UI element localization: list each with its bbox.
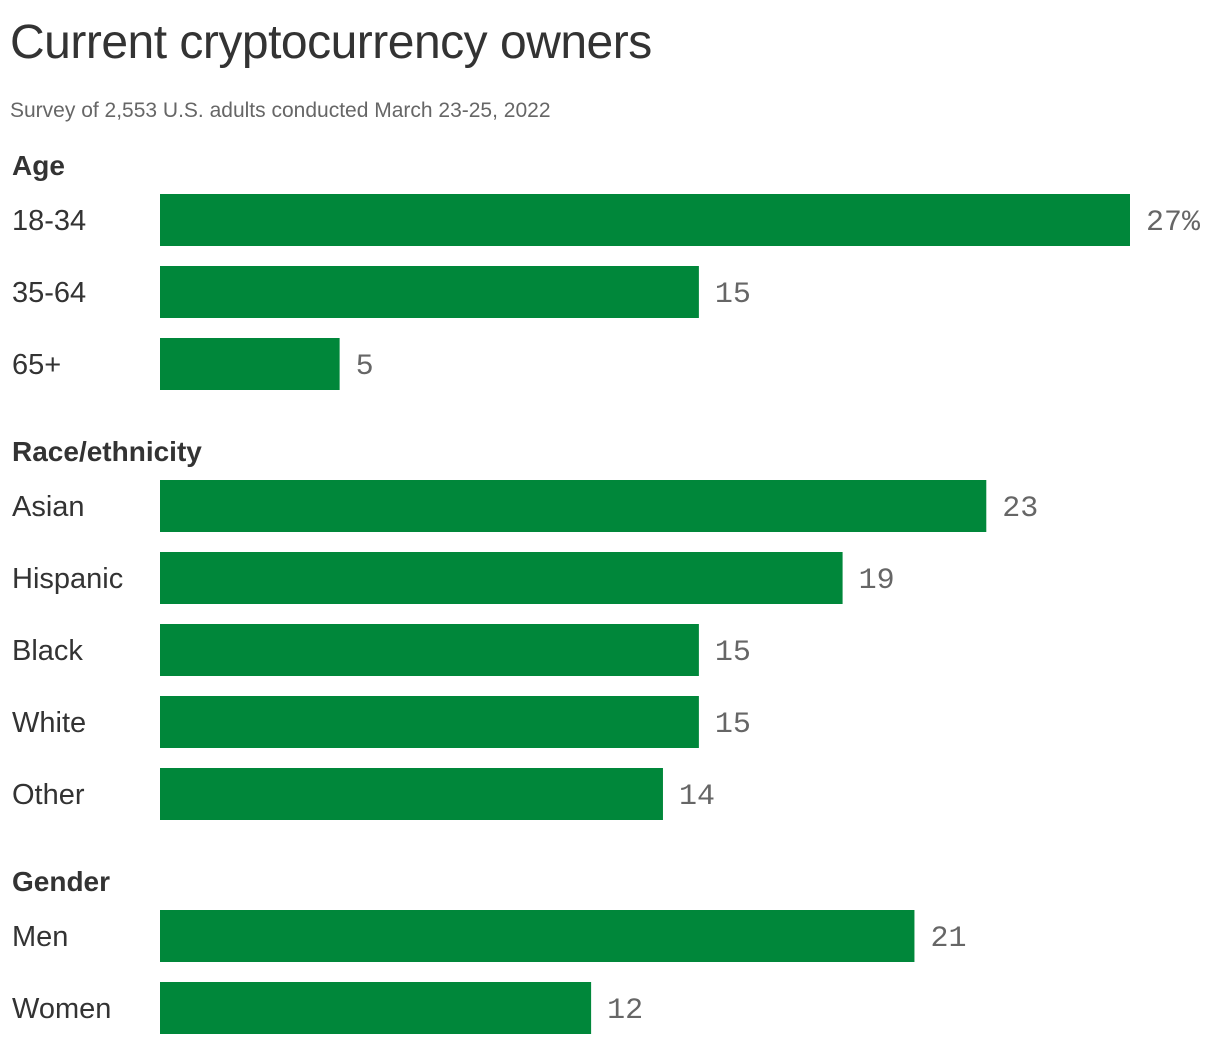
category-label-black: Black [12, 635, 83, 667]
value-label-65: 5 [356, 350, 374, 384]
bar-18-34 [160, 194, 1130, 246]
value-label-18-34: 27% [1146, 206, 1201, 240]
group-header: Gender [12, 866, 110, 897]
category-label-asian: Asian [12, 491, 85, 523]
category-label-35-64: 35-64 [12, 277, 86, 309]
bar-hispanic [160, 552, 843, 604]
value-label-other: 14 [679, 780, 715, 814]
value-label-men: 21 [930, 922, 966, 956]
bar-35-64 [160, 266, 699, 318]
group-gender: Gender Men 21 Women 12 [12, 866, 966, 1034]
category-label-65: 65+ [12, 349, 61, 381]
value-label-hispanic: 19 [859, 564, 895, 598]
bar-asian [160, 480, 987, 532]
category-label-white: White [12, 707, 86, 739]
bar-women [160, 982, 592, 1034]
value-label-white: 15 [715, 708, 751, 742]
value-label-women: 12 [607, 994, 643, 1028]
bar-black [160, 624, 699, 676]
group-age: Age 18-34 27% 35-64 15 65+ 5 [12, 150, 1201, 390]
bar-other [160, 768, 663, 820]
bar-men [160, 910, 915, 962]
group-header: Age [12, 150, 65, 181]
value-label-35-64: 15 [715, 278, 751, 312]
group-header: Race/ethnicity [12, 436, 202, 467]
value-label-asian: 23 [1002, 492, 1038, 526]
category-label-hispanic: Hispanic [12, 563, 123, 595]
chart-title: Current cryptocurrency owners [10, 16, 652, 69]
bar-65 [160, 338, 340, 390]
category-label-men: Men [12, 921, 68, 953]
bar-white [160, 696, 699, 748]
category-label-18-34: 18-34 [12, 205, 86, 237]
category-label-women: Women [12, 993, 111, 1025]
group-race-ethnicity: Race/ethnicity Asian 23 Hispanic 19 Black 15 Wh… [12, 436, 1038, 820]
chart-subtitle: Survey of 2,553 U.S. adults conducted Ma… [10, 99, 551, 122]
category-label-other: Other [12, 779, 85, 811]
value-label-black: 15 [715, 636, 751, 670]
